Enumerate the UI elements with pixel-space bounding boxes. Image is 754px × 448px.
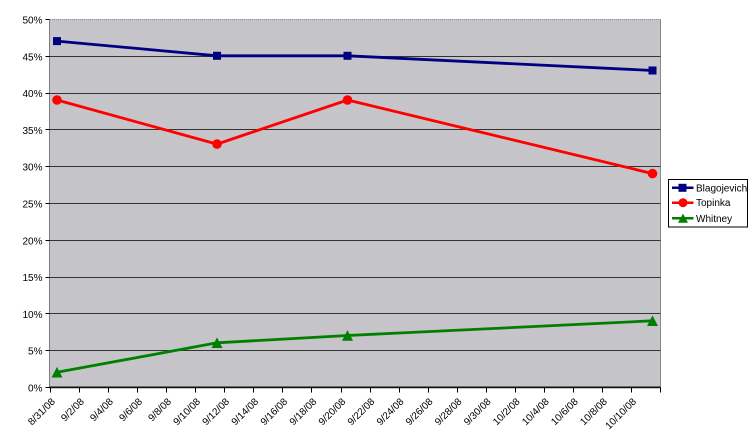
svg-text:35%: 35% [22,126,42,137]
svg-text:Whitney: Whitney [696,214,732,225]
svg-text:Topinka: Topinka [696,198,731,209]
svg-text:40%: 40% [22,89,42,100]
svg-text:0%: 0% [28,384,43,395]
svg-text:5%: 5% [28,347,43,358]
svg-text:50%: 50% [22,16,42,27]
svg-text:10%: 10% [22,310,42,321]
svg-text:45%: 45% [22,52,42,63]
svg-text:20%: 20% [22,236,42,247]
svg-text:Blagojevich: Blagojevich [696,183,747,194]
svg-text:30%: 30% [22,163,42,174]
svg-text:15%: 15% [22,273,42,284]
svg-text:25%: 25% [22,200,42,211]
